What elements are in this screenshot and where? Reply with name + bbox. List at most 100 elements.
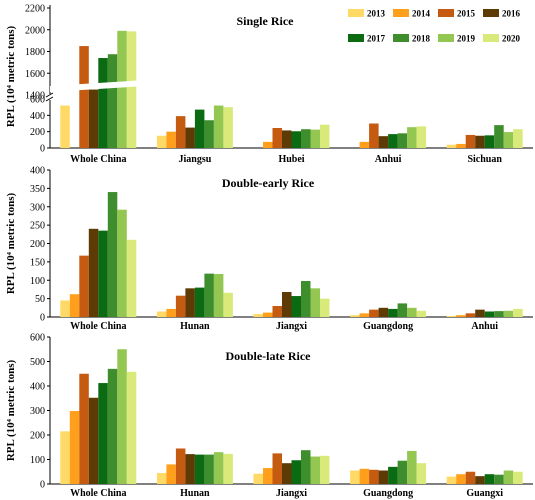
bar-2017	[291, 460, 301, 484]
bar-2019	[310, 456, 320, 484]
bar-2014	[166, 131, 176, 148]
bar-2016	[185, 454, 195, 484]
bar-2016	[378, 136, 389, 148]
bar-2017	[98, 230, 108, 317]
bar-2015	[369, 123, 379, 148]
bar-2013	[350, 315, 360, 317]
bar-2016	[88, 397, 99, 484]
bar-2015	[175, 295, 186, 317]
bar-2014	[166, 308, 176, 317]
bar-2013	[446, 476, 457, 484]
bar-2015	[272, 127, 282, 148]
bar-2020	[320, 298, 330, 318]
bar-2013	[60, 105, 70, 148]
break-band	[50, 80, 145, 92]
bar-2017	[194, 287, 205, 317]
bar-2014	[359, 313, 370, 317]
x-category-label: Jiangsu	[179, 154, 212, 165]
legend-swatch-2015	[438, 9, 454, 17]
bar-2014	[456, 315, 466, 317]
bar-2015	[369, 309, 379, 317]
bar-2015	[369, 469, 379, 484]
x-category-label: Whole China	[70, 321, 126, 332]
y-tick-label: 100	[30, 455, 45, 466]
bar-2018	[107, 54, 118, 148]
y-tick-label: 1800	[25, 47, 45, 58]
bar-2018	[301, 280, 311, 317]
y-tick-label: 0	[40, 144, 45, 155]
bar-2015	[272, 453, 282, 485]
legend-label-2016: 2016	[502, 9, 521, 19]
y-tick-label: 400	[30, 111, 45, 122]
legend-swatch-2019	[438, 34, 454, 42]
bar-2020	[223, 292, 233, 317]
bar-2019	[503, 310, 514, 317]
bar-2020	[513, 308, 523, 317]
y-tick-label: 200	[30, 431, 45, 442]
bar-2019	[407, 450, 417, 484]
x-category-label: Jiangxi	[276, 321, 307, 332]
x-category-label: Hunan	[180, 321, 210, 332]
axis-break-mark	[45, 96, 54, 102]
y-tick-label: 1600	[25, 69, 45, 80]
bar-2020	[416, 310, 427, 317]
bar-2017	[291, 296, 301, 317]
bar-2019	[213, 274, 224, 317]
bar-2016	[475, 476, 485, 484]
x-category-label: Guangxi	[466, 488, 503, 499]
bar-2015	[79, 46, 89, 149]
bar-2018	[397, 133, 408, 148]
bar-2017	[291, 131, 301, 148]
bar-2020	[223, 453, 233, 484]
bar-2018	[494, 474, 504, 484]
x-category-label: Jiangxi	[276, 488, 307, 499]
legend-swatch-2020	[483, 34, 499, 42]
bar-2016	[378, 307, 389, 317]
bar-2014	[263, 468, 273, 484]
bar-2020	[513, 471, 523, 484]
bar-2019	[117, 349, 127, 484]
bar-2015	[272, 305, 282, 317]
panel-title: Double-late Rice	[226, 349, 312, 363]
bar-2013	[60, 300, 70, 317]
bar-2020	[126, 371, 137, 484]
bar-2017	[98, 383, 108, 484]
bar-2013	[156, 472, 167, 484]
y-tick-label: 2200	[25, 4, 45, 15]
bar-2014	[69, 410, 80, 484]
bar-2020	[416, 126, 427, 148]
bar-2018	[397, 303, 408, 317]
x-category-label: Guangdong	[363, 488, 413, 499]
bar-2015	[79, 255, 89, 317]
panel-title: Single Rice	[237, 14, 295, 28]
bar-2015	[465, 471, 476, 484]
x-category-label: Hunan	[180, 488, 210, 499]
y-tick-label: 400	[30, 166, 45, 177]
bar-2018	[107, 192, 118, 317]
bar-2020	[126, 239, 137, 317]
legend-swatch-2018	[393, 34, 409, 42]
y-tick-label: 300	[30, 202, 45, 213]
legend-label-2015: 2015	[457, 9, 476, 19]
y-axis-label: RPL (10⁴ metric tons)	[5, 359, 17, 461]
legend-swatch-2017	[348, 34, 364, 42]
bar-2016	[185, 288, 195, 317]
bar-2016	[282, 130, 292, 148]
bar-2013	[253, 314, 263, 317]
bar-2019	[503, 470, 514, 484]
y-tick-label: 50	[35, 294, 45, 305]
axis-break-mark	[45, 92, 54, 98]
bar-2016	[88, 228, 99, 317]
bar-2013	[156, 311, 167, 317]
bar-2019	[117, 209, 127, 317]
bar-2016	[185, 127, 195, 148]
bar-2017	[388, 308, 398, 317]
bar-2013	[446, 144, 457, 148]
bar-2014	[359, 141, 370, 149]
y-tick-label: 100	[30, 276, 45, 287]
y-tick-label: 0	[40, 480, 45, 491]
legend-label-2020: 2020	[502, 34, 521, 44]
y-tick-label: 2000	[25, 25, 45, 36]
bar-2020	[320, 124, 330, 148]
